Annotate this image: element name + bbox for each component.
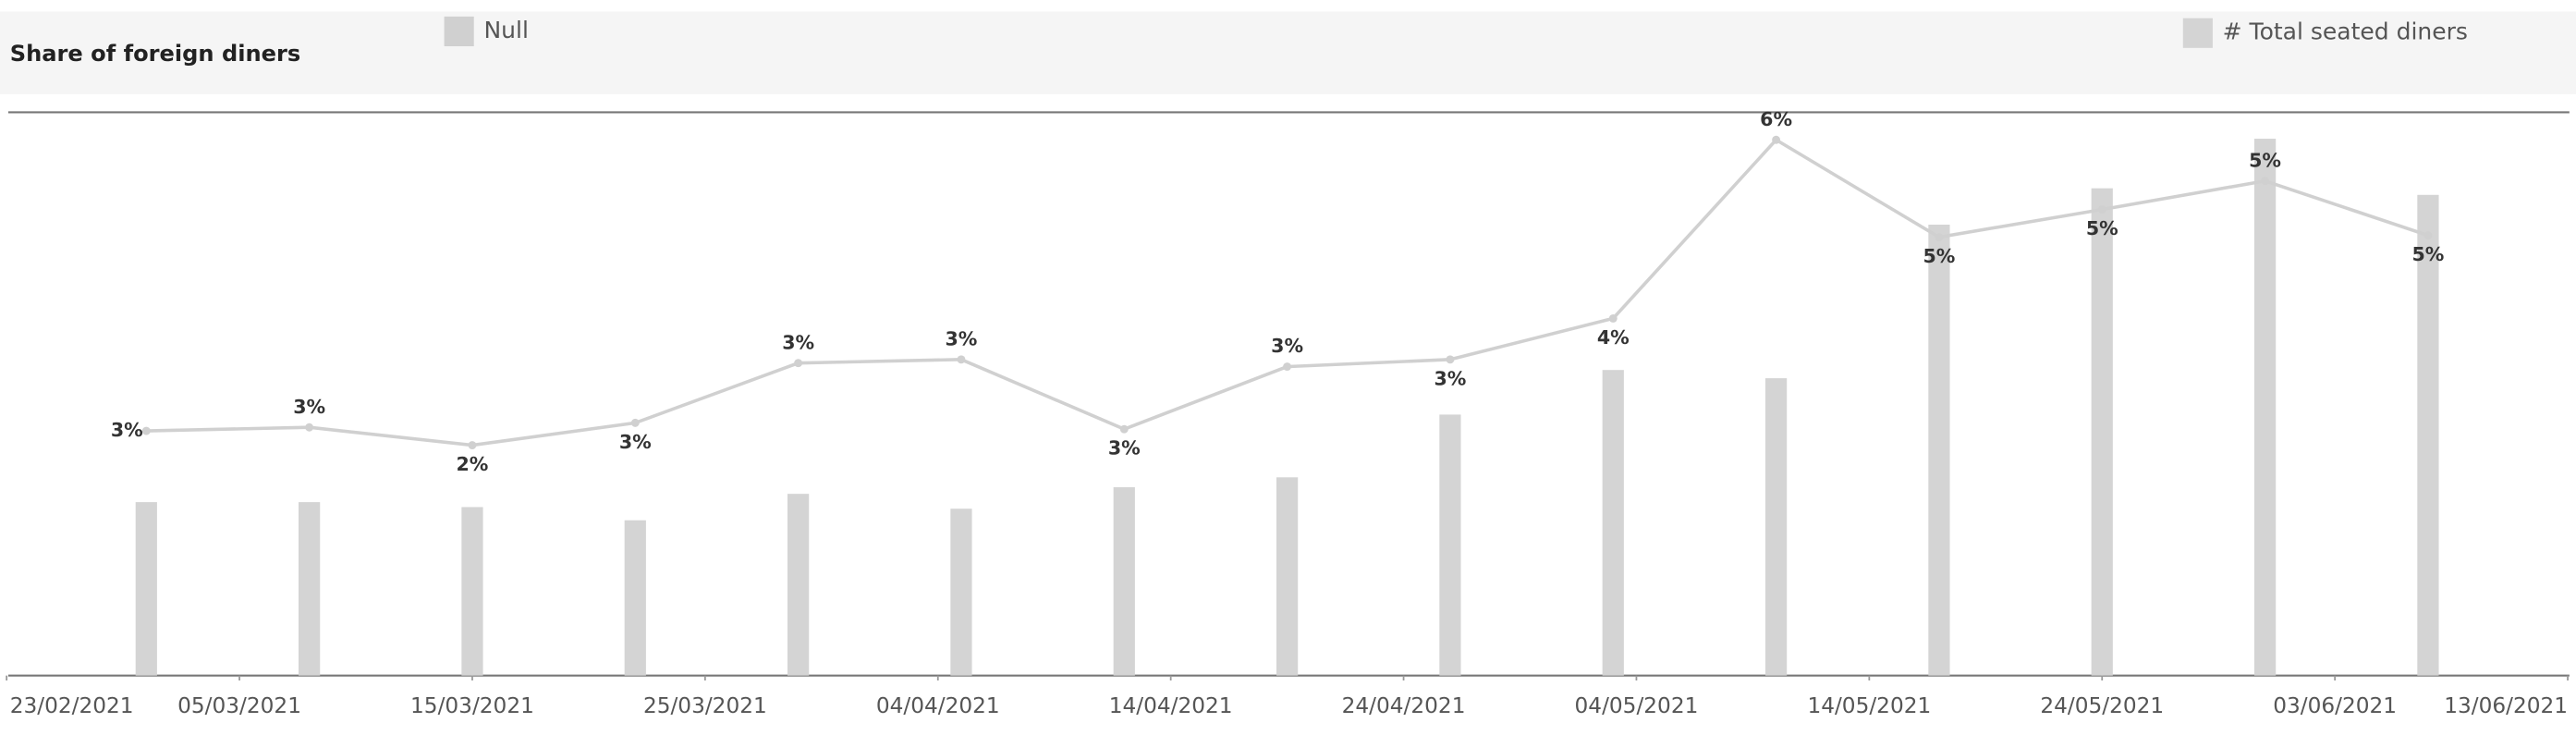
data-label: 4% (1597, 326, 1630, 349)
point (794, 359, 803, 368)
bar (950, 508, 972, 676)
point (305, 423, 314, 432)
x-tick-label: 05/03/2021 (177, 693, 301, 718)
point (468, 441, 477, 450)
x-tick-label: 15/03/2021 (410, 693, 534, 718)
bar (2091, 188, 2113, 676)
x-tick-label: 23/02/2021 (10, 693, 134, 718)
bar (1928, 224, 1950, 676)
legend-swatch (444, 16, 474, 47)
bar (461, 507, 483, 676)
x-tick-label: 24/05/2021 (2040, 693, 2164, 718)
x-tick-label: 24/04/2021 (1342, 693, 1466, 718)
data-label: 3% (782, 331, 814, 353)
x-tick-label: 25/03/2021 (643, 693, 767, 718)
point (2097, 205, 2106, 214)
legend-label: Null (483, 17, 528, 43)
legend-swatch (2182, 18, 2213, 48)
chart-title: Share of foreign diners (10, 41, 301, 67)
point (957, 355, 966, 364)
x-tick-label: 14/05/2021 (1807, 693, 1931, 718)
point (1608, 313, 1618, 323)
point (2261, 177, 2270, 186)
x-tick-label: 14/04/2021 (1109, 693, 1233, 718)
bar (1764, 378, 1788, 676)
point (1119, 424, 1129, 434)
x-tick-label: 04/04/2021 (876, 693, 1000, 718)
x-tick-label: 04/05/2021 (1575, 693, 1699, 718)
point (1446, 355, 1455, 364)
point (141, 426, 151, 435)
line (146, 137, 2429, 447)
point (1935, 233, 1944, 242)
data-label: 3% (946, 327, 978, 349)
data-label: 3% (111, 419, 143, 441)
data-label: 3% (1435, 367, 1467, 389)
point (1283, 362, 1292, 372)
bar (1276, 477, 1299, 676)
legend-label: # Total seated diners (2223, 18, 2468, 45)
data-label: 5% (2249, 149, 2281, 171)
bar (1113, 487, 1135, 676)
point (630, 418, 640, 427)
x-tick-label: 13/06/2021 (2444, 693, 2568, 718)
data-label: 3% (1271, 335, 1303, 357)
bar (1439, 414, 1461, 676)
x-tick-label: 03/06/2021 (2273, 693, 2397, 718)
header-band (0, 11, 2576, 94)
bar (299, 502, 321, 676)
point (1772, 135, 1781, 144)
bar (2253, 139, 2277, 676)
data-label: 3% (293, 396, 325, 418)
bar (787, 494, 810, 676)
data-label: 5% (2086, 217, 2118, 239)
data-label: 5% (2411, 243, 2444, 265)
bar (2417, 194, 2439, 676)
data-label: 3% (1108, 437, 1141, 459)
point (2423, 231, 2433, 240)
bar (624, 520, 646, 676)
bar (135, 502, 157, 676)
data-label: 6% (1760, 108, 1792, 130)
data-label: 5% (1923, 245, 1955, 267)
data-label: 2% (457, 453, 489, 475)
bar (1602, 370, 1624, 676)
data-label: 3% (619, 431, 652, 453)
